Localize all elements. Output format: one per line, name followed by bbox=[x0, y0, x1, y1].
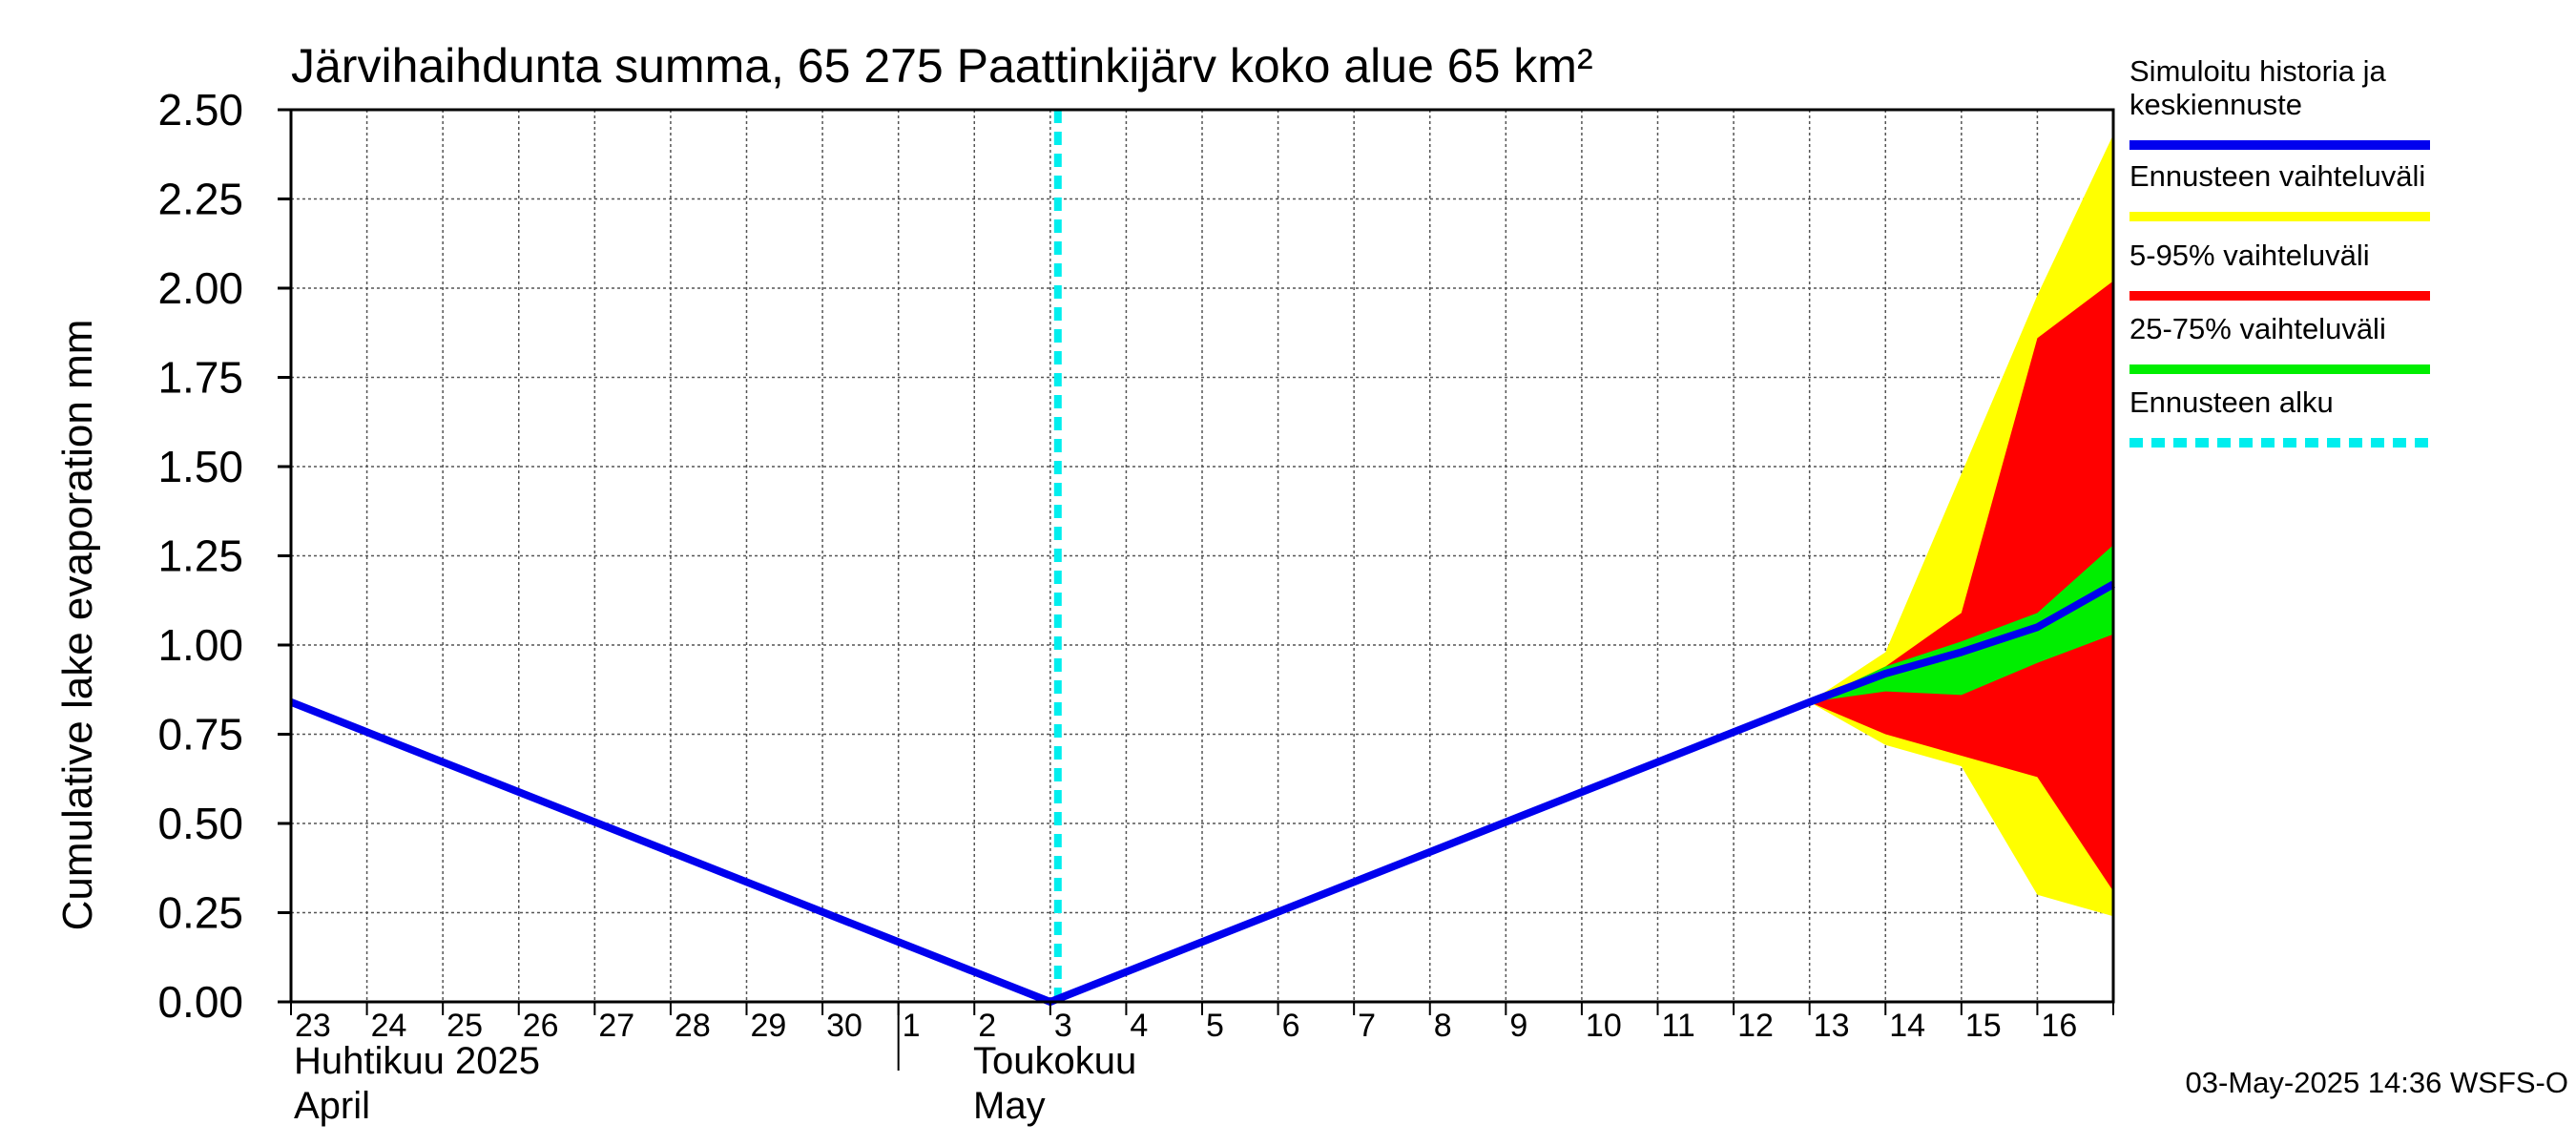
x-tick-label: 25 bbox=[447, 1008, 483, 1044]
y-tick-label: 2.50 bbox=[157, 85, 243, 135]
month-label-april-en: April bbox=[294, 1085, 370, 1127]
x-tick-label: 12 bbox=[1737, 1008, 1774, 1044]
chart-title: Järvihaihdunta summa, 65 275 Paattinkijä… bbox=[291, 39, 1593, 93]
month-label-may-fi: Toukokuu bbox=[973, 1040, 1136, 1082]
x-tick-label: 6 bbox=[1282, 1008, 1300, 1044]
x-tick-label: 7 bbox=[1358, 1008, 1376, 1044]
x-tick-label: 28 bbox=[675, 1008, 711, 1044]
month-label-may-en: May bbox=[973, 1085, 1046, 1127]
y-tick-label: 1.75 bbox=[157, 353, 243, 403]
y-tick-label: 1.50 bbox=[157, 442, 243, 491]
x-tick-label: 30 bbox=[826, 1008, 862, 1044]
x-tick-label: 27 bbox=[598, 1008, 634, 1044]
band-5-95% vaihteluväli bbox=[1809, 281, 2113, 892]
x-tick-label: 5 bbox=[1206, 1008, 1224, 1044]
x-tick-label: 10 bbox=[1586, 1008, 1622, 1044]
y-tick-label: 2.00 bbox=[157, 263, 243, 313]
y-tick-label: 1.25 bbox=[157, 531, 243, 581]
y-tick-label: 2.25 bbox=[157, 175, 243, 224]
legend-label: Ennusteen alku bbox=[2129, 385, 2334, 419]
x-tick-label: 29 bbox=[751, 1008, 787, 1044]
x-tick-label: 9 bbox=[1509, 1008, 1527, 1044]
y-tick-label: 0.25 bbox=[157, 888, 243, 938]
y-axis-label: Cumulative lake evaporation mm bbox=[54, 320, 101, 931]
x-tick-label: 8 bbox=[1434, 1008, 1452, 1044]
x-tick-label: 14 bbox=[1889, 1008, 1925, 1044]
y-axis: 0.00 0.25 0.50 0.75 1.00 1.25 1.50 1.75 2.00 2.25… bbox=[157, 85, 291, 1027]
x-tick-label: 23 bbox=[295, 1008, 331, 1044]
x-tick-label: 4 bbox=[1130, 1008, 1148, 1044]
x-tick-label: 16 bbox=[2041, 1008, 2077, 1044]
x-axis: 23 24 25 26 27 28 29 30 1 2 3 4 5 6 7 8 9 10 11 12 13 14 15 16 bbox=[290, 1002, 2114, 1071]
y-tick-label: 0.50 bbox=[157, 799, 243, 848]
band-25-75% vaihteluväli bbox=[1809, 545, 2113, 702]
x-tick-label: 24 bbox=[371, 1008, 407, 1044]
x-tick-label: 13 bbox=[1814, 1008, 1850, 1044]
y-tick-label: 0.75 bbox=[157, 710, 243, 760]
month-label-april-fi: Huhtikuu 2025 bbox=[294, 1040, 540, 1082]
x-tick-label: 26 bbox=[523, 1008, 559, 1044]
legend-label: Simuloitu historia ja bbox=[2129, 54, 2387, 88]
x-tick-label: 2 bbox=[978, 1008, 996, 1044]
legend-label: 5-95% vaihteluväli bbox=[2129, 239, 2370, 272]
x-tick-label: 3 bbox=[1054, 1008, 1072, 1044]
forecast-bands bbox=[1809, 135, 2113, 917]
y-tick-label: 1.00 bbox=[157, 620, 243, 670]
legend-label: 25-75% vaihteluväli bbox=[2129, 312, 2386, 345]
grid-lines bbox=[291, 110, 2113, 1002]
legend-label: Ennusteen vaihteluväli bbox=[2129, 159, 2425, 193]
x-tick-label: 11 bbox=[1662, 1008, 1695, 1044]
x-tick-label: 15 bbox=[1965, 1008, 2002, 1044]
y-tick-label: 0.00 bbox=[157, 977, 243, 1027]
timestamp: 03-May-2025 14:36 WSFS-O bbox=[2186, 1066, 2568, 1099]
x-tick-label: 1 bbox=[903, 1008, 921, 1044]
legend-label: keskiennuste bbox=[2129, 88, 2302, 121]
